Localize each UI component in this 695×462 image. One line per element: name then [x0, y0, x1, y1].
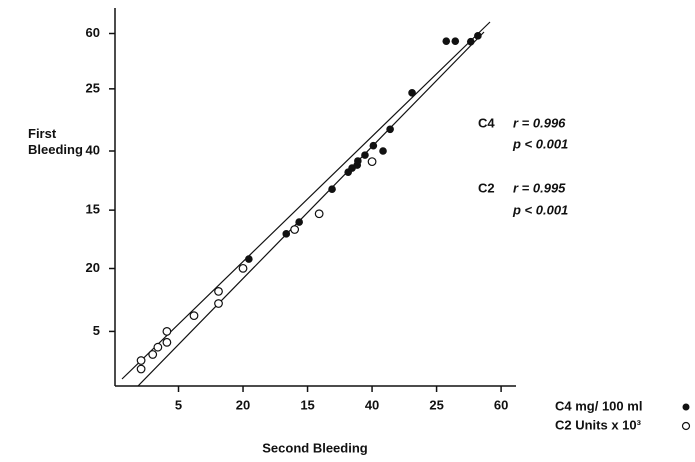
point [361, 151, 369, 159]
point [238, 263, 248, 273]
x-tick-label: 40 [365, 397, 379, 412]
x-tick-label: 20 [236, 397, 250, 412]
point [162, 337, 172, 347]
point [290, 225, 300, 234]
point [136, 356, 146, 365]
x-tick-label: 15 [300, 397, 314, 412]
legend-label: C2 Units x 10³ [555, 417, 642, 432]
y-tick-label: 40 [86, 142, 100, 157]
annotation-r: r = 0.996 [513, 115, 566, 130]
annotation-p: p < 0.001 [512, 202, 568, 217]
x-tick-label: 5 [175, 397, 182, 412]
y-axis-label: First Bleeding [28, 126, 83, 157]
legend-marker [681, 421, 691, 431]
point [379, 147, 387, 155]
annotation-p: p < 0.001 [512, 136, 568, 151]
regression-line [121, 21, 491, 380]
point [214, 286, 223, 296]
annotation-label: C2 [478, 180, 495, 195]
annotation-label: C4 [478, 115, 495, 130]
annotation-r: r = 0.995 [513, 180, 566, 195]
point [189, 311, 199, 321]
point [369, 141, 378, 150]
point [295, 218, 303, 226]
y-tick-label: 20 [86, 260, 100, 275]
point [136, 364, 146, 374]
point [466, 37, 475, 46]
point [162, 327, 172, 336]
point [354, 157, 362, 165]
point [408, 89, 416, 97]
point [367, 157, 377, 167]
point [282, 230, 291, 238]
point [442, 37, 451, 45]
point [245, 255, 253, 263]
point [214, 299, 223, 308]
point [451, 37, 460, 45]
point [328, 185, 336, 193]
point [148, 350, 158, 359]
y-tick-label: 15 [86, 202, 100, 217]
y-tick-label: 60 [86, 25, 100, 40]
x-axis-label: Second Bleeding [262, 440, 368, 455]
point [153, 342, 163, 352]
legend-marker [682, 403, 690, 411]
point [474, 32, 482, 40]
legend-label: C4 mg/ 100 ml [555, 398, 642, 413]
point [386, 125, 394, 134]
regression-line [137, 31, 485, 387]
point [314, 209, 324, 219]
y-tick-label: 25 [86, 80, 100, 95]
y-tick-label: 5 [93, 323, 100, 338]
x-tick-label: 60 [494, 397, 508, 412]
x-tick-label: 25 [429, 397, 443, 412]
